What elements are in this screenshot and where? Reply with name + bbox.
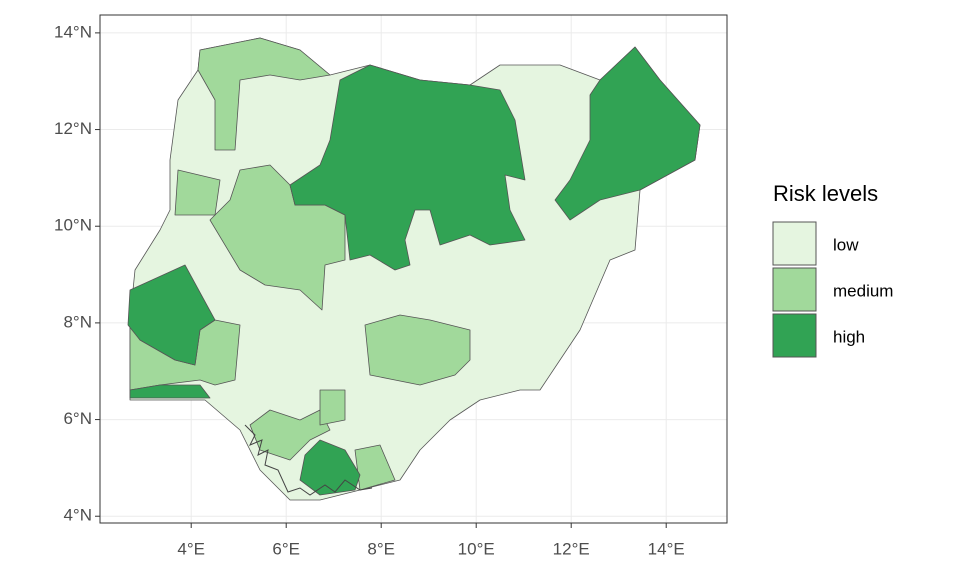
y-tick-label: 4°N [63, 506, 92, 525]
x-tick-label: 12°E [553, 539, 590, 558]
axes: 4°E 6°E 8°E 10°E 12°E 14°E 4°N 6°N 8°N 10°N 12°N 14… [54, 22, 685, 558]
y-tick-label: 14°N [54, 22, 92, 41]
x-tick-label: 6°E [272, 539, 300, 558]
region-high [289, 64, 526, 271]
y-tick-label: 8°N [63, 312, 92, 331]
x-tick-label: 8°E [367, 539, 395, 558]
legend: low medium high [772, 221, 893, 358]
region-medium [364, 314, 471, 386]
panel-border [99, 14, 728, 524]
region-high [299, 439, 361, 496]
regions [127, 37, 701, 501]
legend-label: high [833, 327, 865, 346]
region-high [554, 46, 701, 221]
region-medium [174, 169, 221, 216]
legend-label: medium [833, 281, 893, 300]
region-medium [319, 389, 346, 426]
region-high [129, 384, 211, 399]
x-tick-label: 10°E [458, 539, 495, 558]
y-tick-label: 6°N [63, 409, 92, 428]
region-medium [197, 37, 331, 151]
legend-key [772, 221, 817, 266]
y-tick-label: 12°N [54, 119, 92, 138]
x-tick-label: 4°E [177, 539, 205, 558]
legend-key [772, 313, 817, 358]
region-medium [249, 409, 331, 461]
coastal-creeks [244, 424, 373, 496]
region-high [127, 264, 216, 366]
legend-key [772, 267, 817, 312]
legend-label: low [833, 235, 859, 254]
legend-title: Risk levels [773, 181, 878, 206]
y-tick-label: 10°N [54, 216, 92, 235]
x-tick-label: 14°E [648, 539, 685, 558]
